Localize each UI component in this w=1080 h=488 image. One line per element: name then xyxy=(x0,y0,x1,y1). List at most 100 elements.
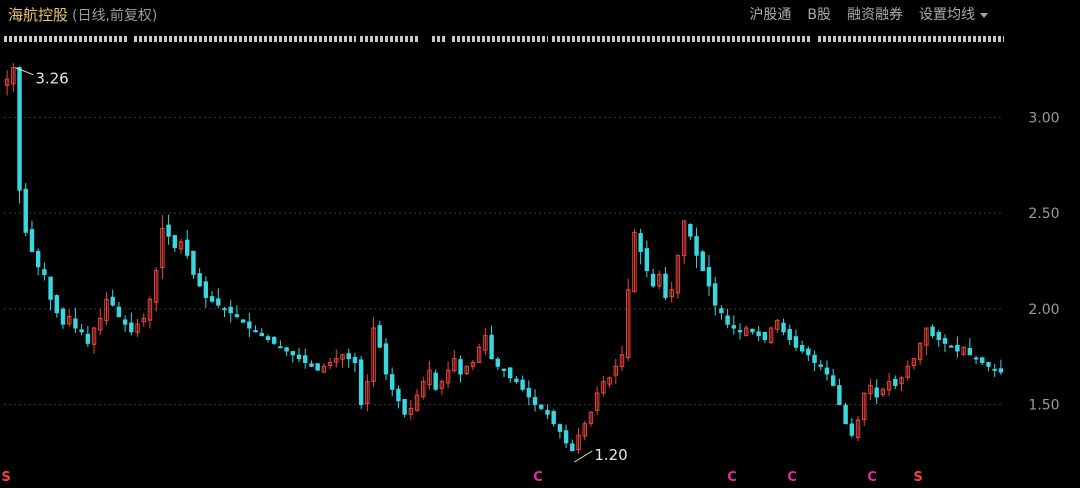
candle-body xyxy=(383,343,389,375)
candle-body xyxy=(725,315,730,325)
candle-body xyxy=(445,369,451,384)
y-axis: 3.00 2.50 2.00 1.50 xyxy=(1028,110,1059,413)
candle-body xyxy=(358,359,364,406)
candle-body xyxy=(247,321,252,329)
stock-name: 海航控股 xyxy=(8,6,69,24)
candle-body xyxy=(992,368,997,371)
event-marker-c: C xyxy=(727,470,737,485)
chart-period: (日线,前复权) xyxy=(72,8,158,24)
candle-body xyxy=(948,345,954,348)
candle-body xyxy=(700,251,705,272)
candle-body xyxy=(464,365,469,375)
candle-body xyxy=(644,248,650,272)
candle-body xyxy=(116,306,122,318)
candle-body xyxy=(980,357,985,363)
candle-body xyxy=(253,330,258,333)
candle-body xyxy=(930,326,935,337)
event-marker-c: C xyxy=(867,470,877,485)
event-marker-s: S xyxy=(1,470,10,485)
candle-body xyxy=(315,363,320,371)
candle-body xyxy=(576,434,581,451)
candle-body xyxy=(626,289,631,359)
candle-body xyxy=(191,250,196,275)
high-price-label: 3.26 xyxy=(35,70,68,88)
candle-body xyxy=(638,233,643,252)
stock-title: 海航控股 (日线,前复权) xyxy=(8,4,157,25)
candle-body xyxy=(744,327,749,336)
candle-body xyxy=(570,443,575,452)
candle-body xyxy=(54,295,60,314)
candle-body xyxy=(265,336,271,340)
candle-body xyxy=(222,308,227,311)
candle-body xyxy=(234,314,240,318)
candle-body xyxy=(79,329,84,333)
menu-b-share[interactable]: B股 xyxy=(807,7,831,23)
candle-body xyxy=(824,367,830,375)
candle-body xyxy=(607,377,612,385)
y-tick-label: 2.50 xyxy=(1028,206,1059,222)
candle-body xyxy=(476,346,482,363)
candle-body xyxy=(768,327,774,343)
candle-body xyxy=(135,323,140,333)
candle-body xyxy=(868,384,873,395)
candle-body xyxy=(551,411,556,425)
candle-body xyxy=(750,328,755,333)
candle-body xyxy=(160,227,165,269)
candle-body xyxy=(911,358,917,366)
annotation-arrow xyxy=(574,450,593,463)
menu-margin[interactable]: 融资融券 xyxy=(847,7,903,23)
candle-body xyxy=(166,224,171,237)
candle-body xyxy=(942,338,948,344)
candle-body xyxy=(402,398,407,415)
set-ma-label: 设置均线 xyxy=(919,7,975,23)
candle-body xyxy=(11,67,16,85)
candle-body xyxy=(886,381,892,391)
candle-body xyxy=(731,325,737,329)
candle-body xyxy=(346,353,351,360)
candle-body xyxy=(781,322,786,333)
candle-body xyxy=(296,354,302,360)
candle-body xyxy=(60,308,66,325)
candles xyxy=(4,63,1004,454)
candle-body xyxy=(843,404,848,425)
event-marker-s: S xyxy=(913,470,922,485)
candle-body xyxy=(905,365,910,378)
candle-body xyxy=(669,289,674,298)
candle-body xyxy=(657,273,662,287)
candle-body xyxy=(862,392,867,421)
candle-body xyxy=(470,361,476,367)
candle-body xyxy=(209,296,215,302)
candle-body xyxy=(787,329,792,340)
candle-body xyxy=(712,283,718,306)
candle-body xyxy=(650,273,656,287)
candle-body xyxy=(694,236,699,256)
candle-body xyxy=(998,368,1004,373)
candle-body xyxy=(408,407,414,415)
candle-body xyxy=(880,388,886,395)
candle-body xyxy=(389,374,395,390)
candle-body xyxy=(830,375,836,386)
candle-body xyxy=(352,356,358,363)
candle-body xyxy=(303,355,308,363)
candle-body xyxy=(271,336,277,344)
candle-body xyxy=(514,378,519,383)
candle-body xyxy=(35,250,41,268)
candle-body xyxy=(495,358,500,367)
menu-hgt[interactable]: 沪股通 xyxy=(749,7,792,23)
menu-set-ma[interactable]: 设置均线 xyxy=(919,4,988,24)
candle-body xyxy=(582,423,587,437)
candle-body xyxy=(327,361,333,367)
candle-body xyxy=(147,298,153,321)
candle-body xyxy=(91,327,97,345)
candle-body xyxy=(309,363,314,367)
candle-body xyxy=(185,239,190,256)
candle-body xyxy=(961,346,966,355)
candle-body xyxy=(917,342,923,360)
candle-body xyxy=(737,330,743,333)
candle-body xyxy=(501,368,507,371)
header-menu: 沪股通 B股 融资融券 设置均线 xyxy=(733,4,1080,24)
candle-body xyxy=(365,381,370,404)
candle-body xyxy=(129,322,134,333)
event-marker-c: C xyxy=(787,470,797,485)
